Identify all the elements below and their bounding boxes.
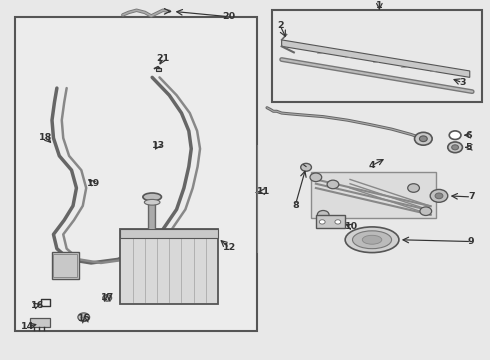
Bar xyxy=(272,10,482,102)
Text: 14: 14 xyxy=(21,322,34,331)
Text: 5: 5 xyxy=(466,143,472,152)
Text: 17: 17 xyxy=(100,293,114,302)
Bar xyxy=(121,229,218,304)
Circle shape xyxy=(415,132,432,145)
Circle shape xyxy=(452,145,459,150)
Bar xyxy=(15,17,257,331)
Circle shape xyxy=(419,136,427,141)
Bar xyxy=(30,318,49,327)
Text: 13: 13 xyxy=(151,141,165,150)
Circle shape xyxy=(103,295,112,301)
Text: 8: 8 xyxy=(292,201,299,210)
Circle shape xyxy=(318,211,329,219)
Circle shape xyxy=(420,207,432,216)
Bar xyxy=(121,229,218,238)
Bar xyxy=(53,254,77,277)
Text: 2: 2 xyxy=(277,21,284,30)
Ellipse shape xyxy=(352,231,392,249)
Bar xyxy=(52,252,79,279)
Text: 1: 1 xyxy=(376,1,383,10)
Ellipse shape xyxy=(145,199,160,205)
Bar xyxy=(156,68,161,71)
Text: 16: 16 xyxy=(31,301,44,310)
Text: 18: 18 xyxy=(39,133,52,142)
Text: 15: 15 xyxy=(78,314,91,323)
Circle shape xyxy=(78,313,90,321)
Text: 19: 19 xyxy=(87,179,100,188)
Circle shape xyxy=(301,163,312,171)
Polygon shape xyxy=(282,40,470,77)
Circle shape xyxy=(310,173,322,181)
Circle shape xyxy=(408,184,419,192)
Text: 10: 10 xyxy=(345,222,358,231)
Circle shape xyxy=(319,220,325,224)
Text: 12: 12 xyxy=(223,243,236,252)
Text: 3: 3 xyxy=(459,78,466,87)
Text: 21: 21 xyxy=(156,54,170,63)
Text: 4: 4 xyxy=(369,161,375,170)
Ellipse shape xyxy=(143,193,161,201)
Circle shape xyxy=(335,220,341,224)
Circle shape xyxy=(435,193,443,199)
Ellipse shape xyxy=(345,227,399,253)
Bar xyxy=(311,172,436,218)
Text: 6: 6 xyxy=(466,131,472,140)
Circle shape xyxy=(448,142,463,153)
Text: 20: 20 xyxy=(222,12,235,21)
Circle shape xyxy=(327,180,339,189)
Bar xyxy=(316,216,345,228)
Text: 11: 11 xyxy=(256,187,270,196)
Text: 9: 9 xyxy=(468,237,474,246)
Ellipse shape xyxy=(362,235,382,244)
Circle shape xyxy=(430,189,448,202)
Circle shape xyxy=(449,131,461,139)
Text: 7: 7 xyxy=(468,193,474,202)
